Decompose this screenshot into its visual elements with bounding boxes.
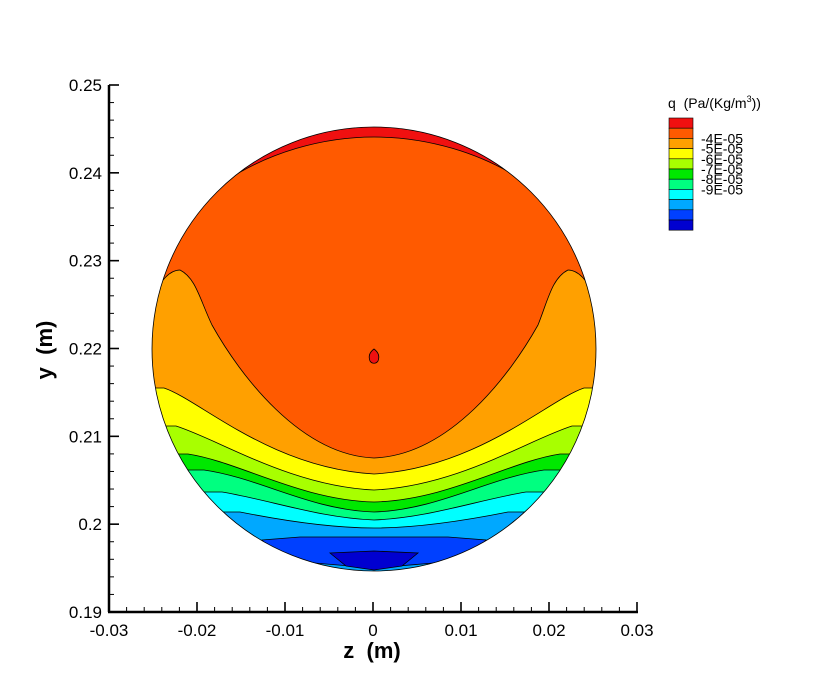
- y-axis-tick-labels: 0.19 0.2 0.21 0.22 0.23 0.24 0.25: [69, 76, 102, 622]
- legend-swatch: [668, 117, 694, 129]
- contour-band-dark-blue: [328, 550, 420, 571]
- legend-label: -5E-05: [701, 141, 743, 157]
- y-tick-label: 0.22: [69, 340, 102, 359]
- legend-label: -9E-05: [701, 181, 743, 197]
- y-tick-label: 0.25: [69, 76, 102, 95]
- x-tick-label: -0.01: [266, 621, 305, 640]
- y-axis-ticks: [109, 84, 119, 613]
- y-tick-label: 0.19: [69, 603, 102, 622]
- legend-title-suffix: )): [752, 95, 761, 111]
- legend-label: -6E-05: [701, 151, 743, 167]
- x-tick-label: -0.02: [178, 621, 217, 640]
- legend-title-superscript: 3: [747, 94, 752, 104]
- y-tick-label: 0.23: [69, 252, 102, 271]
- legend-title-prefix: q (Pa/(Kg/m: [668, 95, 747, 111]
- domain-boundary: [151, 126, 597, 572]
- legend-swatch: [668, 219, 694, 231]
- x-tick-label: 0: [368, 621, 377, 640]
- legend-swatch: [668, 148, 694, 160]
- legend-swatch: [668, 127, 694, 139]
- legend-swatch: [668, 158, 694, 170]
- x-axis-title: z (m): [343, 638, 400, 663]
- x-tick-label: 0.01: [444, 621, 477, 640]
- y-tick-label: 0.2: [78, 515, 102, 534]
- legend-swatch: [668, 178, 694, 190]
- x-tick-label: -0.03: [90, 621, 129, 640]
- legend-swatch: [668, 199, 694, 211]
- legend-labels: -4E-05-5E-05-6E-05-7E-05-8E-05-9E-05: [701, 130, 743, 197]
- y-axis-title: y (m): [32, 321, 57, 380]
- legend-label: -7E-05: [701, 161, 743, 177]
- legend: q (Pa/(Kg/m3)) -4E-05-5E-05-6E-05-7E-05-…: [668, 94, 761, 231]
- x-tick-label: 0.02: [532, 621, 565, 640]
- legend-swatch: [668, 189, 694, 200]
- legend-swatch: [668, 168, 694, 180]
- legend-swatches: [668, 117, 694, 231]
- x-tick-label: 0.03: [620, 621, 653, 640]
- legend-label: -8E-05: [701, 171, 743, 187]
- contour-spot: [368, 348, 380, 364]
- legend-swatch: [668, 209, 694, 221]
- legend-label: -4E-05: [701, 130, 743, 146]
- x-axis-tick-labels: -0.03 -0.02 -0.01 0 0.01 0.02 0.03: [90, 621, 654, 640]
- legend-title: q (Pa/(Kg/m3)): [668, 94, 761, 111]
- y-tick-label: 0.21: [69, 427, 102, 446]
- x-axis-ticks: [108, 602, 638, 612]
- y-tick-label: 0.24: [69, 164, 102, 183]
- legend-swatch: [668, 138, 694, 149]
